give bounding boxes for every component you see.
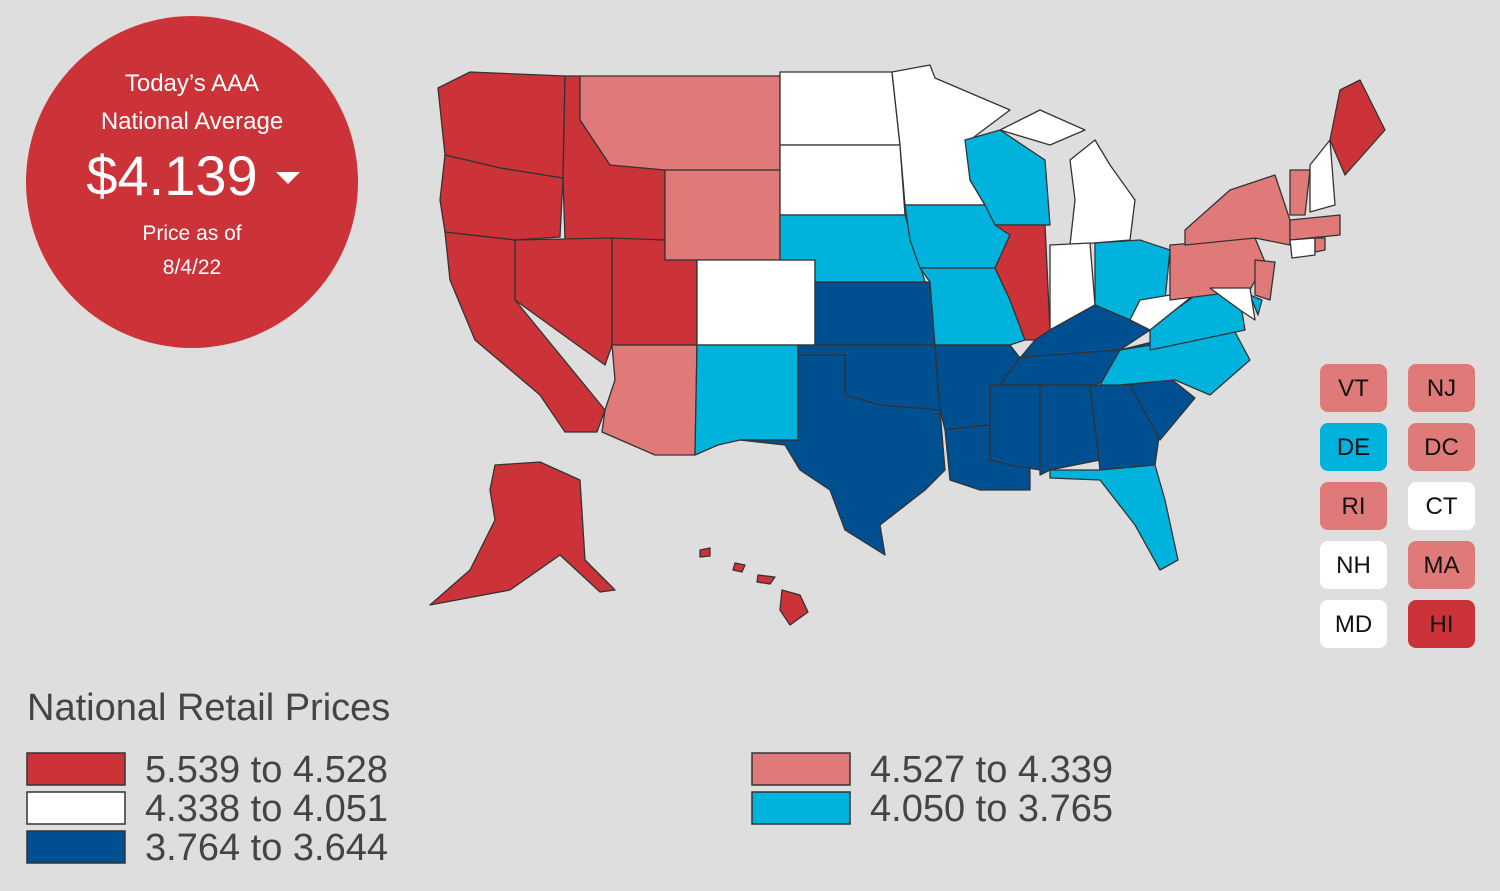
state-box — [1320, 541, 1387, 589]
state-box — [1320, 482, 1387, 530]
badge-line2: National Average — [101, 108, 283, 135]
us-map — [429, 64, 1386, 626]
state-box-label: CT — [1426, 493, 1458, 520]
state-box — [1320, 423, 1387, 471]
state-box — [1408, 541, 1475, 589]
state-box-label: RI — [1342, 493, 1366, 520]
state-box-label: DE — [1337, 434, 1370, 461]
state-box-label: NJ — [1427, 375, 1456, 402]
state-box — [1320, 600, 1387, 648]
badge-as-of: Price as of — [142, 222, 241, 245]
state-box-label: DC — [1424, 434, 1459, 461]
state-box — [1408, 423, 1475, 471]
legend-label: 4.527 to 4.339 — [870, 749, 1113, 791]
state-box — [1408, 482, 1475, 530]
badge-line1: Today’s AAA — [125, 70, 259, 97]
legend-swatch — [26, 830, 126, 864]
badge-price: $4.139 — [86, 144, 257, 207]
average-badge — [26, 16, 358, 348]
state-box-label: VT — [1338, 375, 1369, 402]
down-arrow — [276, 172, 300, 184]
state-box-label: NH — [1336, 552, 1371, 579]
state-box-label: MA — [1424, 552, 1460, 579]
legend-label: 4.338 to 4.051 — [145, 788, 388, 830]
legend-title: National Retail Prices — [27, 687, 390, 729]
badge-date: 8/4/22 — [163, 256, 221, 279]
legend-swatch — [26, 752, 126, 786]
legend-label: 4.050 to 3.765 — [870, 788, 1113, 830]
legend-swatch — [751, 752, 851, 786]
state-box-label: HI — [1430, 611, 1454, 638]
legend-label: 3.764 to 3.644 — [145, 827, 388, 869]
legend-swatch — [26, 791, 126, 825]
state-box — [1408, 364, 1475, 412]
legend-swatch — [751, 791, 851, 825]
state-box — [1320, 364, 1387, 412]
state-box — [1408, 600, 1475, 648]
state-box-label: MD — [1335, 611, 1372, 638]
legend-label: 5.539 to 4.528 — [145, 749, 388, 791]
